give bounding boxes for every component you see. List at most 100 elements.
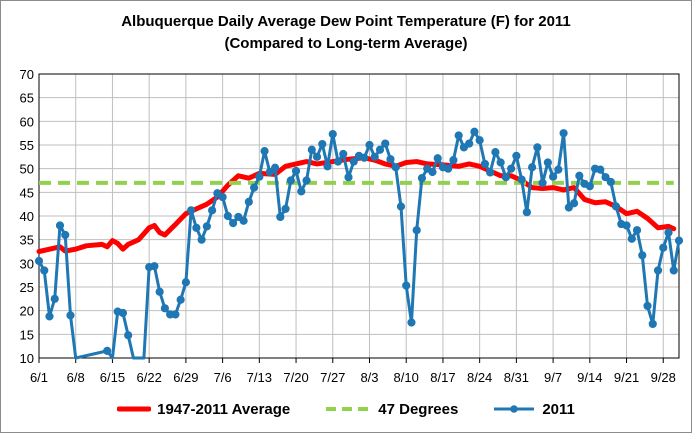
series-2011-point [412,226,421,235]
y-tick-label: 25 [20,280,34,295]
legend-key-reference [326,407,371,411]
series-2011-point [596,165,605,174]
series-2011-point [370,152,379,161]
series-2011-point [465,139,474,148]
y-tick-label: 65 [20,91,34,106]
series-2011-point [45,312,54,321]
legend-entry-reference: 47 Degrees [324,401,458,418]
series-2011-point [318,139,327,149]
series-2011-point [496,158,505,167]
y-tick-label: 50 [20,162,34,177]
series-2011-point [575,171,584,180]
series-2011-point [155,287,164,296]
series-2011-point [606,177,615,187]
series-2011-point [543,158,552,167]
series-2011-point [276,212,285,222]
series-2011-point [365,140,374,150]
series-2011-point [239,216,248,225]
x-tick-label: 8/31 [504,370,529,385]
series-2011-point [181,278,190,287]
series-2011-point [218,192,227,202]
series-2011-point [396,202,406,211]
series-2011-point [229,219,238,228]
series-2011-point [339,149,348,159]
series-2011-point [659,243,668,252]
series-2011-point [223,211,232,221]
series-2011-point [249,183,259,192]
series-2011-point [323,162,332,171]
series-2011-point [34,256,44,266]
series-line-0 [36,155,677,254]
series-2011-point [549,172,558,181]
series-2011-point [391,163,400,172]
series-line-2 [37,130,681,360]
series-2011-point [302,176,311,185]
series-2011-point [559,129,568,138]
series-2011-point [407,318,416,327]
y-tick-label: 35 [20,233,34,248]
series-markers [34,127,684,355]
series-2011-point [428,167,437,177]
series-2011-point [486,168,495,177]
x-axis-tick-labels: 6/1 6/8 6/15 6/22 6/29 7/6 7/13 7/20 7/27 8/3 8/10… [30,370,676,385]
y-tick-label: 55 [20,138,34,153]
series-2011-point [648,319,657,329]
series-2011-point [55,221,65,230]
chart-title-line-2: (Compared to Long-term Average) [224,35,468,52]
series-2011-point [61,230,70,240]
x-tick-label: 8/17 [430,370,455,385]
series-2011-point [512,151,521,160]
series-2011-point [517,175,526,184]
series-2011-point [601,173,610,182]
series-2011-point [669,266,678,275]
y-tick-label: 10 [20,351,34,366]
series-2011-point [255,172,264,181]
x-tick-label: 9/7 [544,370,562,385]
series-2011-point [333,157,343,166]
y-tick-label: 30 [20,256,34,271]
x-tick-label: 7/13 [247,370,272,385]
series-2011-point [187,206,196,215]
series-2011-point [611,202,621,211]
series-2011-point [150,262,159,271]
series-2011-point [197,235,206,244]
gridlines [38,73,680,363]
series-2011-point [402,281,411,290]
x-tick-label: 8/3 [360,370,378,385]
series-2011-point [475,136,484,145]
series-2011-point [260,147,269,156]
x-tick-label: 6/29 [173,370,198,385]
legend-entry-average: 1947-2011 Average [117,401,290,418]
chart-title-line-1: Albuquerque Daily Average Dew Point Temp… [121,13,571,30]
x-tick-label: 9/21 [614,370,639,385]
series-2011-point [124,331,133,340]
series-2011-point [444,164,453,173]
series-2011-point [171,310,180,319]
series-2011-point [569,199,579,208]
series-2011-point [381,139,390,148]
series-2011-point [433,154,442,163]
x-tick-label: 8/24 [467,370,492,385]
plot-border [38,73,680,359]
legend-key-2011 [494,405,535,413]
legend-label-average: 1947-2011 Average [157,400,291,418]
x-tick-label: 6/8 [67,370,85,385]
series-2011-point [50,294,59,303]
y-tick-label: 15 [20,327,34,342]
series-2011-point [528,163,537,172]
series-2011-point [281,204,290,213]
y-tick-label: 40 [20,209,34,224]
x-tick-label: 6/15 [100,370,125,385]
x-tick-label: 7/20 [283,370,308,385]
series-2011-point [160,304,169,313]
series-2011-point [501,173,510,182]
series-2011-point [480,159,489,169]
series-2011-point [192,223,201,232]
chart-title: Albuquerque Daily Average Dew Point Temp… [1,11,691,55]
series-2011-point [270,163,280,172]
series-2011-point [564,203,573,212]
series-2011-point [627,234,636,243]
series-2011-point [349,157,358,166]
